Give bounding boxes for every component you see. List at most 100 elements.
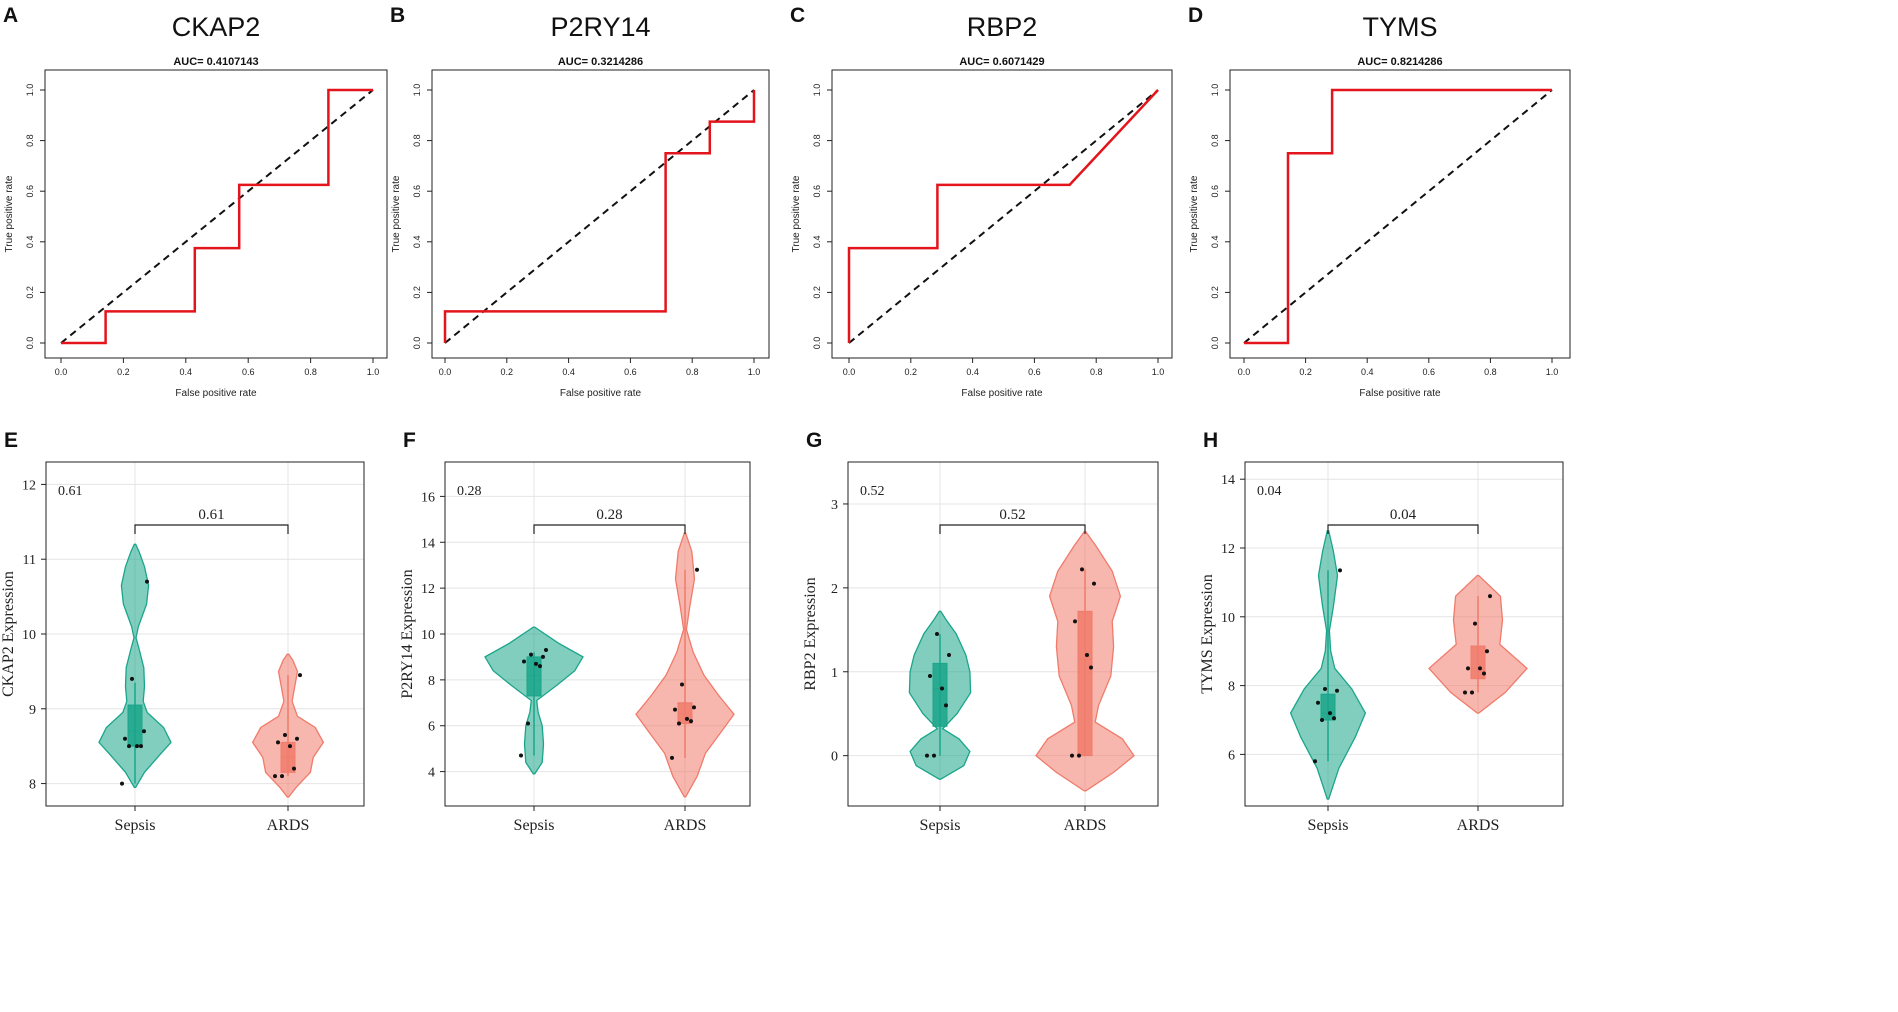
data-point xyxy=(127,744,131,749)
plot-frame xyxy=(45,461,365,807)
y-tick-label: 0.0 xyxy=(412,337,422,350)
y-axis-label: RBP2 Expression xyxy=(802,577,819,690)
x-category-label: Sepsis xyxy=(920,817,961,834)
plot-frame xyxy=(1244,461,1564,807)
y-tick-label: 0.4 xyxy=(812,236,822,249)
pvalue-bracket-label: 0.52 xyxy=(999,507,1025,523)
y-tick-label: 6 xyxy=(428,720,435,735)
y-tick-label: 0.4 xyxy=(25,236,35,249)
data-point xyxy=(283,732,287,737)
data-point xyxy=(292,766,296,771)
data-point xyxy=(522,659,526,664)
data-point xyxy=(1482,671,1486,676)
chart-title: TYMS xyxy=(1362,12,1437,42)
data-point xyxy=(534,661,538,666)
y-tick-label: 0.4 xyxy=(1210,236,1220,249)
x-tick-label: 0.2 xyxy=(117,367,130,377)
y-tick-label: 4 xyxy=(428,766,435,781)
plot-frame xyxy=(44,69,388,359)
y-tick-label: 0.8 xyxy=(25,134,35,147)
y-tick-label: 0.2 xyxy=(412,286,422,299)
box-iqr xyxy=(1320,693,1336,721)
violin-sepsis xyxy=(98,543,172,788)
x-tick-label: 0.4 xyxy=(562,367,575,377)
x-tick-label: 0.0 xyxy=(55,367,68,377)
y-tick-label: 0.2 xyxy=(25,286,35,299)
data-point xyxy=(680,682,684,687)
x-tick-label: 0.8 xyxy=(1090,367,1103,377)
data-point xyxy=(925,753,929,758)
comparison-bracket xyxy=(939,524,1086,534)
comparison-bracket xyxy=(134,524,289,534)
y-tick-label: 0.2 xyxy=(812,286,822,299)
data-point xyxy=(529,652,533,657)
roc-curve xyxy=(847,89,1159,343)
data-point xyxy=(139,744,143,749)
data-point xyxy=(944,703,948,708)
y-axis-label: True positive rate xyxy=(4,175,15,252)
panel-c: C RBP2 AUC= 0.6071429 0.0 0.0 0.2 0.2 0.4 0.4 0.6… xyxy=(790,4,1173,399)
data-point xyxy=(1478,666,1482,671)
data-point xyxy=(677,721,681,726)
x-category-label: ARDS xyxy=(1064,817,1107,834)
plot-frame xyxy=(431,69,770,359)
y-tick-label: 0.8 xyxy=(412,134,422,147)
x-category-label: Sepsis xyxy=(514,817,555,834)
data-point xyxy=(276,740,280,745)
data-point xyxy=(1073,619,1077,624)
plot-frame xyxy=(444,461,751,807)
data-point xyxy=(1089,665,1093,670)
auc-label: AUC= 0.3214286 xyxy=(558,56,643,68)
y-tick-label: 2 xyxy=(831,582,838,597)
y-tick-label: 10 xyxy=(22,628,36,643)
chart-title: RBP2 xyxy=(967,12,1038,42)
y-tick-label: 1 xyxy=(831,666,838,681)
y-tick-label: 0.6 xyxy=(1210,185,1220,198)
y-tick-label: 0.4 xyxy=(412,236,422,249)
y-tick-label: 3 xyxy=(831,498,838,513)
data-point xyxy=(1077,753,1081,758)
x-category-label: ARDS xyxy=(267,817,310,834)
data-point xyxy=(673,707,677,712)
data-point xyxy=(940,686,944,691)
pvalue-bracket-label: 0.61 xyxy=(198,507,224,523)
plot-frame xyxy=(831,69,1173,359)
data-point xyxy=(120,781,124,786)
pvalue-corner-label: 0.04 xyxy=(1257,484,1282,499)
y-axis-label: True positive rate xyxy=(391,175,402,252)
box-iqr xyxy=(932,662,948,727)
data-point xyxy=(280,774,284,779)
x-category-label: ARDS xyxy=(664,817,707,834)
y-tick-label: 11 xyxy=(23,553,36,568)
data-point xyxy=(1463,690,1467,695)
y-tick-label: 12 xyxy=(421,582,435,597)
y-axis-label: CKAP2 Expression xyxy=(0,571,17,697)
y-tick-label: 1.0 xyxy=(25,84,35,97)
data-point xyxy=(1328,711,1332,716)
y-tick-label: 12 xyxy=(1221,542,1235,557)
data-point xyxy=(947,652,951,657)
x-tick-label: 0.4 xyxy=(1361,367,1374,377)
chart-title: CKAP2 xyxy=(172,12,261,42)
y-tick-label: 0.0 xyxy=(1210,337,1220,350)
auc-label: AUC= 0.6071429 xyxy=(959,56,1044,68)
pvalue-corner-label: 0.61 xyxy=(58,484,83,499)
auc-label: AUC= 0.8214286 xyxy=(1357,56,1442,68)
x-category-label: Sepsis xyxy=(115,817,156,834)
y-tick-label: 0.6 xyxy=(25,185,35,198)
x-tick-label: 0.6 xyxy=(1423,367,1436,377)
y-tick-label: 10 xyxy=(1221,611,1235,626)
panel-letter: E xyxy=(4,429,18,452)
y-tick-label: 0.6 xyxy=(812,185,822,198)
y-axis-label: P2RY14 Expression xyxy=(399,569,416,698)
x-tick-label: 0.2 xyxy=(1299,367,1312,377)
x-tick-label: 0.2 xyxy=(501,367,514,377)
data-point xyxy=(298,673,302,678)
box-iqr xyxy=(1470,645,1486,680)
y-tick-label: 0.6 xyxy=(412,185,422,198)
x-tick-label: 0.6 xyxy=(624,367,637,377)
y-tick-label: 14 xyxy=(1221,473,1235,488)
x-tick-label: 0.2 xyxy=(905,367,918,377)
panel-h: H 6 8 10 12 14 Sepsis ARDS 0.04 0.04 TYMS Expressi… xyxy=(1199,429,1564,834)
data-point xyxy=(1313,759,1317,764)
